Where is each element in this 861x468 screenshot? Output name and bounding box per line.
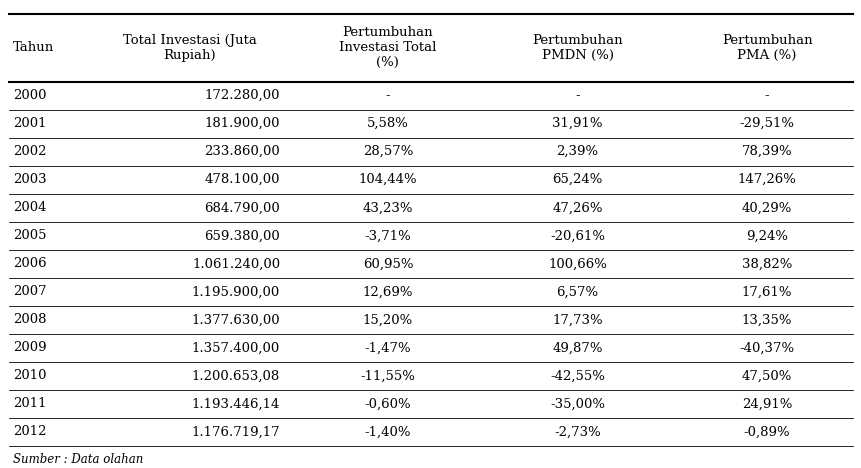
Text: 172.280,00: 172.280,00 xyxy=(204,89,280,102)
Text: -: - xyxy=(385,89,390,102)
Text: 24,91%: 24,91% xyxy=(741,397,791,410)
Text: 2009: 2009 xyxy=(13,341,46,354)
Text: -29,51%: -29,51% xyxy=(739,117,794,130)
Text: -3,71%: -3,71% xyxy=(364,229,411,242)
Text: -0,89%: -0,89% xyxy=(743,425,790,439)
Text: -1,47%: -1,47% xyxy=(364,341,411,354)
Text: 2011: 2011 xyxy=(13,397,46,410)
Text: 1.176.719,17: 1.176.719,17 xyxy=(191,425,280,439)
Text: 1.357.400,00: 1.357.400,00 xyxy=(192,341,280,354)
Text: 1.377.630,00: 1.377.630,00 xyxy=(191,314,280,326)
Text: Pertumbuhan
PMA (%): Pertumbuhan PMA (%) xyxy=(721,34,812,62)
Text: 181.900,00: 181.900,00 xyxy=(204,117,280,130)
Text: -42,55%: -42,55% xyxy=(549,369,604,382)
Text: -20,61%: -20,61% xyxy=(549,229,604,242)
Text: 49,87%: 49,87% xyxy=(552,341,602,354)
Text: -2,73%: -2,73% xyxy=(554,425,600,439)
Text: 28,57%: 28,57% xyxy=(362,145,412,158)
Text: Tahun: Tahun xyxy=(13,41,54,54)
Text: 47,50%: 47,50% xyxy=(741,369,791,382)
Text: 104,44%: 104,44% xyxy=(358,173,417,186)
Text: -: - xyxy=(574,89,579,102)
Text: 15,20%: 15,20% xyxy=(362,314,412,326)
Text: 2012: 2012 xyxy=(13,425,46,439)
Text: -0,60%: -0,60% xyxy=(364,397,411,410)
Text: 47,26%: 47,26% xyxy=(552,201,602,214)
Text: Sumber : Data olahan: Sumber : Data olahan xyxy=(13,453,143,467)
Text: Pertumbuhan
PMDN (%): Pertumbuhan PMDN (%) xyxy=(531,34,623,62)
Text: 2010: 2010 xyxy=(13,369,46,382)
Text: 478.100,00: 478.100,00 xyxy=(204,173,280,186)
Text: 2001: 2001 xyxy=(13,117,46,130)
Text: 78,39%: 78,39% xyxy=(741,145,791,158)
Text: 17,61%: 17,61% xyxy=(741,285,791,298)
Text: 31,91%: 31,91% xyxy=(552,117,602,130)
Text: 5,58%: 5,58% xyxy=(367,117,408,130)
Text: -11,55%: -11,55% xyxy=(360,369,415,382)
Text: 12,69%: 12,69% xyxy=(362,285,412,298)
Text: 60,95%: 60,95% xyxy=(362,257,412,271)
Text: Pertumbuhan
Investasi Total
(%): Pertumbuhan Investasi Total (%) xyxy=(339,26,436,69)
Text: 2000: 2000 xyxy=(13,89,46,102)
Text: 2008: 2008 xyxy=(13,314,46,326)
Text: 38,82%: 38,82% xyxy=(741,257,791,271)
Text: 40,29%: 40,29% xyxy=(741,201,791,214)
Text: 2,39%: 2,39% xyxy=(556,145,598,158)
Text: 65,24%: 65,24% xyxy=(552,173,602,186)
Text: -40,37%: -40,37% xyxy=(739,341,794,354)
Text: 1.193.446,14: 1.193.446,14 xyxy=(191,397,280,410)
Text: 6,57%: 6,57% xyxy=(556,285,598,298)
Text: 2002: 2002 xyxy=(13,145,46,158)
Text: 2003: 2003 xyxy=(13,173,46,186)
Text: -1,40%: -1,40% xyxy=(364,425,411,439)
Text: 100,66%: 100,66% xyxy=(548,257,606,271)
Text: -: - xyxy=(764,89,769,102)
Text: Total Investasi (Juta
Rupiah): Total Investasi (Juta Rupiah) xyxy=(122,34,257,62)
Text: 9,24%: 9,24% xyxy=(746,229,787,242)
Text: 1.061.240,00: 1.061.240,00 xyxy=(192,257,280,271)
Text: 233.860,00: 233.860,00 xyxy=(204,145,280,158)
Text: 1.200.653,08: 1.200.653,08 xyxy=(192,369,280,382)
Text: 2005: 2005 xyxy=(13,229,46,242)
Text: 13,35%: 13,35% xyxy=(741,314,791,326)
Text: 2006: 2006 xyxy=(13,257,46,271)
Text: 17,73%: 17,73% xyxy=(552,314,602,326)
Text: 2007: 2007 xyxy=(13,285,46,298)
Text: 659.380,00: 659.380,00 xyxy=(204,229,280,242)
Text: -35,00%: -35,00% xyxy=(549,397,604,410)
Text: 1.195.900,00: 1.195.900,00 xyxy=(192,285,280,298)
Text: 2004: 2004 xyxy=(13,201,46,214)
Text: 684.790,00: 684.790,00 xyxy=(204,201,280,214)
Text: 147,26%: 147,26% xyxy=(737,173,796,186)
Text: 43,23%: 43,23% xyxy=(362,201,412,214)
